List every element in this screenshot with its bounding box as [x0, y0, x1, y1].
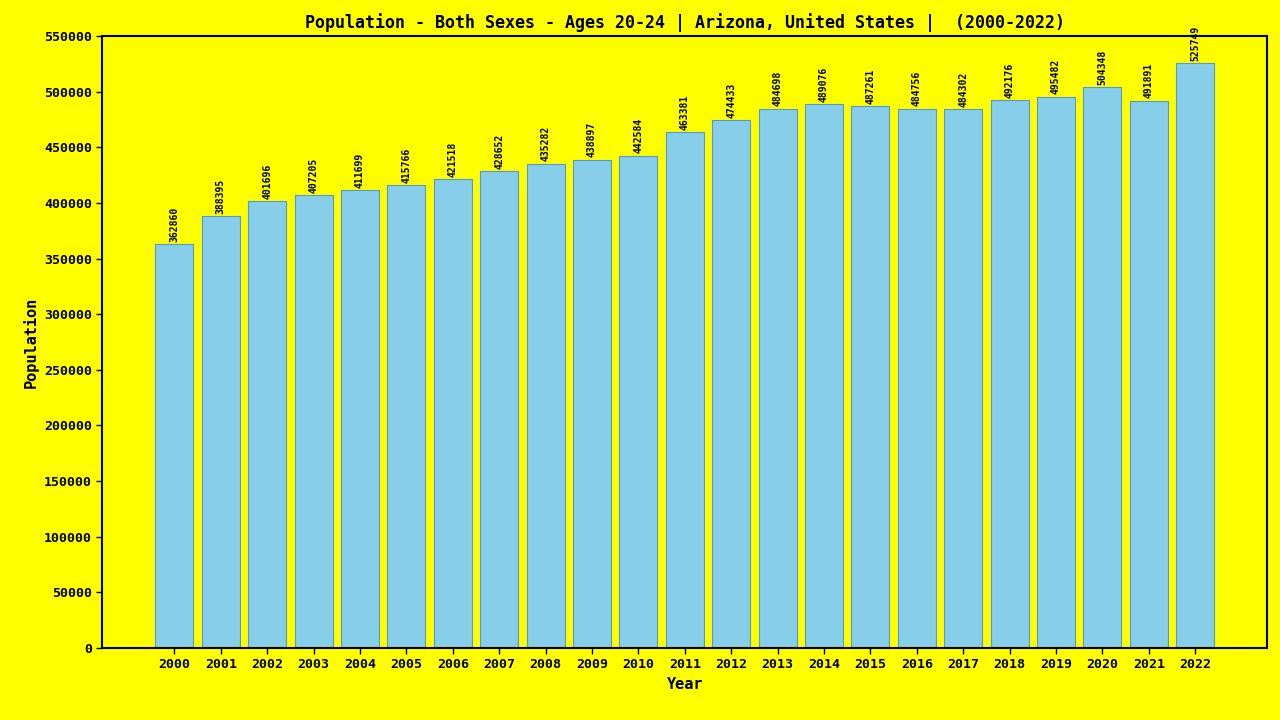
Bar	[434, 179, 472, 648]
Bar	[1037, 96, 1075, 648]
Text: 435282: 435282	[540, 126, 550, 161]
Text: 401696: 401696	[262, 163, 273, 199]
Text: 411699: 411699	[355, 153, 365, 188]
Bar	[897, 109, 936, 648]
Text: 489076: 489076	[819, 66, 829, 102]
Text: 474433: 474433	[726, 83, 736, 118]
Text: 463381: 463381	[680, 95, 690, 130]
Bar	[666, 132, 704, 648]
Text: 504348: 504348	[1097, 50, 1107, 84]
Bar	[294, 195, 333, 648]
Bar	[759, 109, 796, 648]
Bar	[388, 185, 425, 648]
Text: 428652: 428652	[494, 133, 504, 168]
Text: 415766: 415766	[402, 148, 411, 183]
Bar	[202, 216, 239, 648]
Bar	[945, 109, 982, 648]
Bar	[480, 171, 518, 648]
Bar	[573, 160, 611, 648]
Text: 484756: 484756	[911, 71, 922, 107]
Bar	[620, 156, 658, 648]
Text: 525749: 525749	[1190, 25, 1201, 60]
Text: 421518: 421518	[448, 142, 458, 176]
Bar	[805, 104, 844, 648]
Text: 484698: 484698	[773, 71, 782, 107]
Text: 491891: 491891	[1144, 63, 1153, 99]
Text: 407205: 407205	[308, 158, 319, 193]
Text: 362860: 362860	[169, 207, 179, 242]
Title: Population - Both Sexes - Ages 20-24 | Arizona, United States |  (2000-2022): Population - Both Sexes - Ages 20-24 | A…	[305, 13, 1065, 32]
Text: 484302: 484302	[959, 71, 968, 107]
Text: 492176: 492176	[1005, 63, 1015, 98]
Bar	[526, 163, 564, 648]
Text: 388395: 388395	[216, 179, 225, 214]
Bar	[1176, 63, 1215, 648]
Bar	[340, 190, 379, 648]
Bar	[712, 120, 750, 648]
Text: 495482: 495482	[1051, 59, 1061, 94]
Bar	[1130, 101, 1167, 648]
Bar	[248, 201, 287, 648]
Y-axis label: Population: Population	[23, 297, 38, 387]
Text: 487261: 487261	[865, 68, 876, 104]
Bar	[155, 244, 193, 648]
X-axis label: Year: Year	[667, 677, 703, 692]
Text: 442584: 442584	[634, 118, 644, 153]
Text: 438897: 438897	[588, 122, 596, 158]
Bar	[991, 100, 1029, 648]
Bar	[1083, 87, 1121, 648]
Bar	[851, 106, 890, 648]
